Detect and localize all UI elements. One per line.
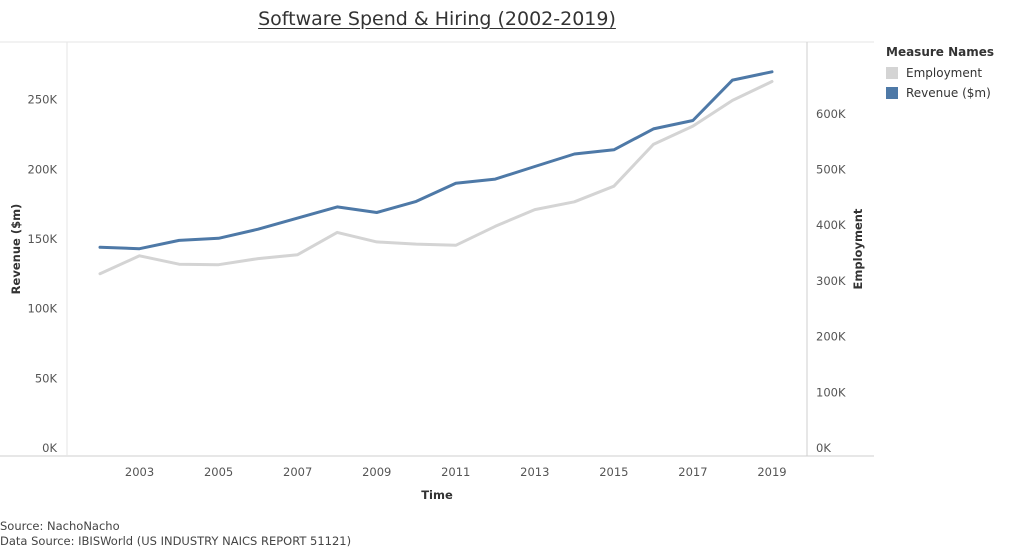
chart-svg: 0K 50K 100K 150K 200K 250K 0K 100K 200K 300K 400K 5… (0, 41, 874, 502)
series-line-employment (98, 80, 774, 276)
x-tick-label: 2007 (283, 465, 312, 479)
data-source-note: Data Source: IBISWorld (US INDUSTRY NAIC… (0, 534, 352, 548)
legend-label-employment: Employment (906, 66, 983, 80)
right-tick-label: 300K (816, 274, 846, 288)
left-tick-label: 250K (28, 93, 58, 107)
x-tick-label: 2003 (125, 465, 154, 479)
left-axis-title: Revenue ($m) (9, 204, 23, 295)
x-axis-title: Time (421, 488, 453, 502)
x-tick-label: 2019 (757, 465, 786, 479)
right-tick-label: 100K (816, 385, 846, 399)
left-tick-label: 150K (28, 232, 58, 246)
x-tick-label: 2013 (520, 465, 549, 479)
x-tick-label: 2009 (362, 465, 391, 479)
right-tick-label: 600K (816, 107, 846, 121)
right-tick-label: 0K (816, 441, 831, 455)
right-axis-title: Employment (851, 208, 865, 289)
source-note: Source: NachoNacho (0, 519, 120, 533)
left-tick-label: 200K (28, 162, 58, 176)
left-tick-label: 50K (35, 371, 58, 385)
series-line-revenue (98, 70, 774, 251)
legend-label-revenue: Revenue ($m) (906, 86, 991, 100)
axes-layer (0, 41, 874, 457)
x-tick-label: 2017 (678, 465, 707, 479)
x-tick-label: 2015 (599, 465, 628, 479)
chart-title: Software Spend & Hiring (2002-2019) (258, 8, 616, 30)
right-tick-label: 500K (816, 163, 846, 177)
legend: Measure Names Employment Revenue ($m) (886, 45, 994, 105)
legend-swatch-employment (886, 67, 898, 79)
left-tick-label: 0K (42, 441, 57, 455)
legend-title: Measure Names (886, 45, 995, 59)
x-tick-label: 2005 (204, 465, 233, 479)
right-tick-label: 200K (816, 330, 846, 344)
legend-swatch-revenue (886, 87, 898, 99)
left-tick-label: 100K (28, 302, 58, 316)
series-layer (98, 70, 774, 276)
right-tick-label: 400K (816, 218, 846, 232)
ticks-layer: 0K 50K 100K 150K 200K 250K 0K 100K 200K 300K 400K 5… (9, 93, 865, 502)
x-tick-label: 2011 (441, 465, 470, 479)
legend-item-employment[interactable]: Employment (886, 65, 994, 81)
legend-item-revenue[interactable]: Revenue ($m) (886, 85, 994, 101)
